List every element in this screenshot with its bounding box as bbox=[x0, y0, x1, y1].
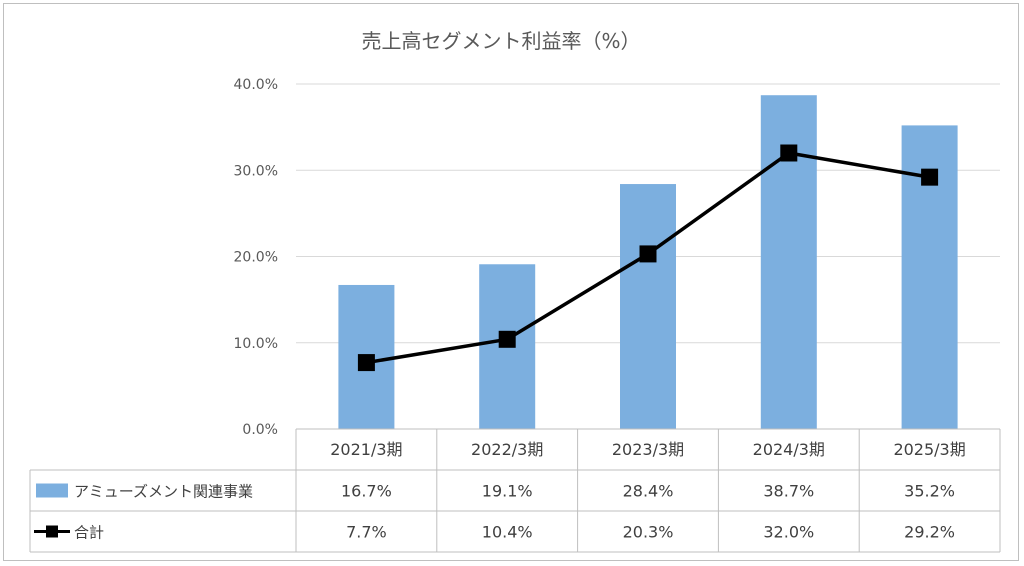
y-tick-label: 30.0% bbox=[234, 163, 278, 179]
y-axis: 0.0% 10.0% 20.0% 30.0% 40.0% bbox=[234, 77, 278, 438]
data-label: 16.7% bbox=[341, 482, 392, 501]
bar bbox=[620, 184, 676, 429]
legend-label: 合計 bbox=[74, 524, 104, 542]
x-tick-label: 2022/3期 bbox=[471, 440, 543, 459]
data-label: 28.4% bbox=[623, 482, 674, 501]
y-tick-label: 0.0% bbox=[242, 422, 278, 438]
data-label: 20.3% bbox=[623, 523, 674, 542]
data-label: 38.7% bbox=[763, 482, 814, 501]
y-tick-label: 20.0% bbox=[234, 250, 278, 266]
data-label: 19.1% bbox=[482, 482, 533, 501]
bar-series bbox=[338, 95, 958, 430]
x-tick-label: 2023/3期 bbox=[612, 440, 684, 459]
data-label: 7.7% bbox=[346, 523, 387, 542]
data-label: 29.2% bbox=[904, 523, 955, 542]
data-label: 35.2% bbox=[904, 482, 955, 501]
line-series bbox=[357, 144, 939, 372]
x-tick-label: 2021/3期 bbox=[330, 440, 402, 459]
chart-title: 売上高セグメント利益率（%） bbox=[361, 29, 640, 53]
x-tick-label: 2025/3期 bbox=[893, 440, 965, 459]
data-label: 32.0% bbox=[763, 523, 814, 542]
y-tick-label: 40.0% bbox=[234, 77, 278, 93]
line-point bbox=[921, 168, 939, 186]
y-tick-label: 10.0% bbox=[234, 336, 278, 352]
data-label: 10.4% bbox=[482, 523, 533, 542]
data-table: 2021/3期 2022/3期 2023/3期 2024/3期 2025/3期アミューズ… bbox=[29, 428, 1001, 553]
legend-label: アミューズメント関連事業 bbox=[74, 483, 253, 501]
legend-swatch-marker bbox=[46, 525, 58, 538]
line-point bbox=[639, 245, 657, 263]
line-point bbox=[357, 354, 375, 372]
line-point bbox=[498, 330, 516, 348]
legend-swatch-bar bbox=[36, 483, 68, 498]
line-point bbox=[780, 144, 798, 162]
x-tick-label: 2024/3期 bbox=[753, 440, 825, 459]
